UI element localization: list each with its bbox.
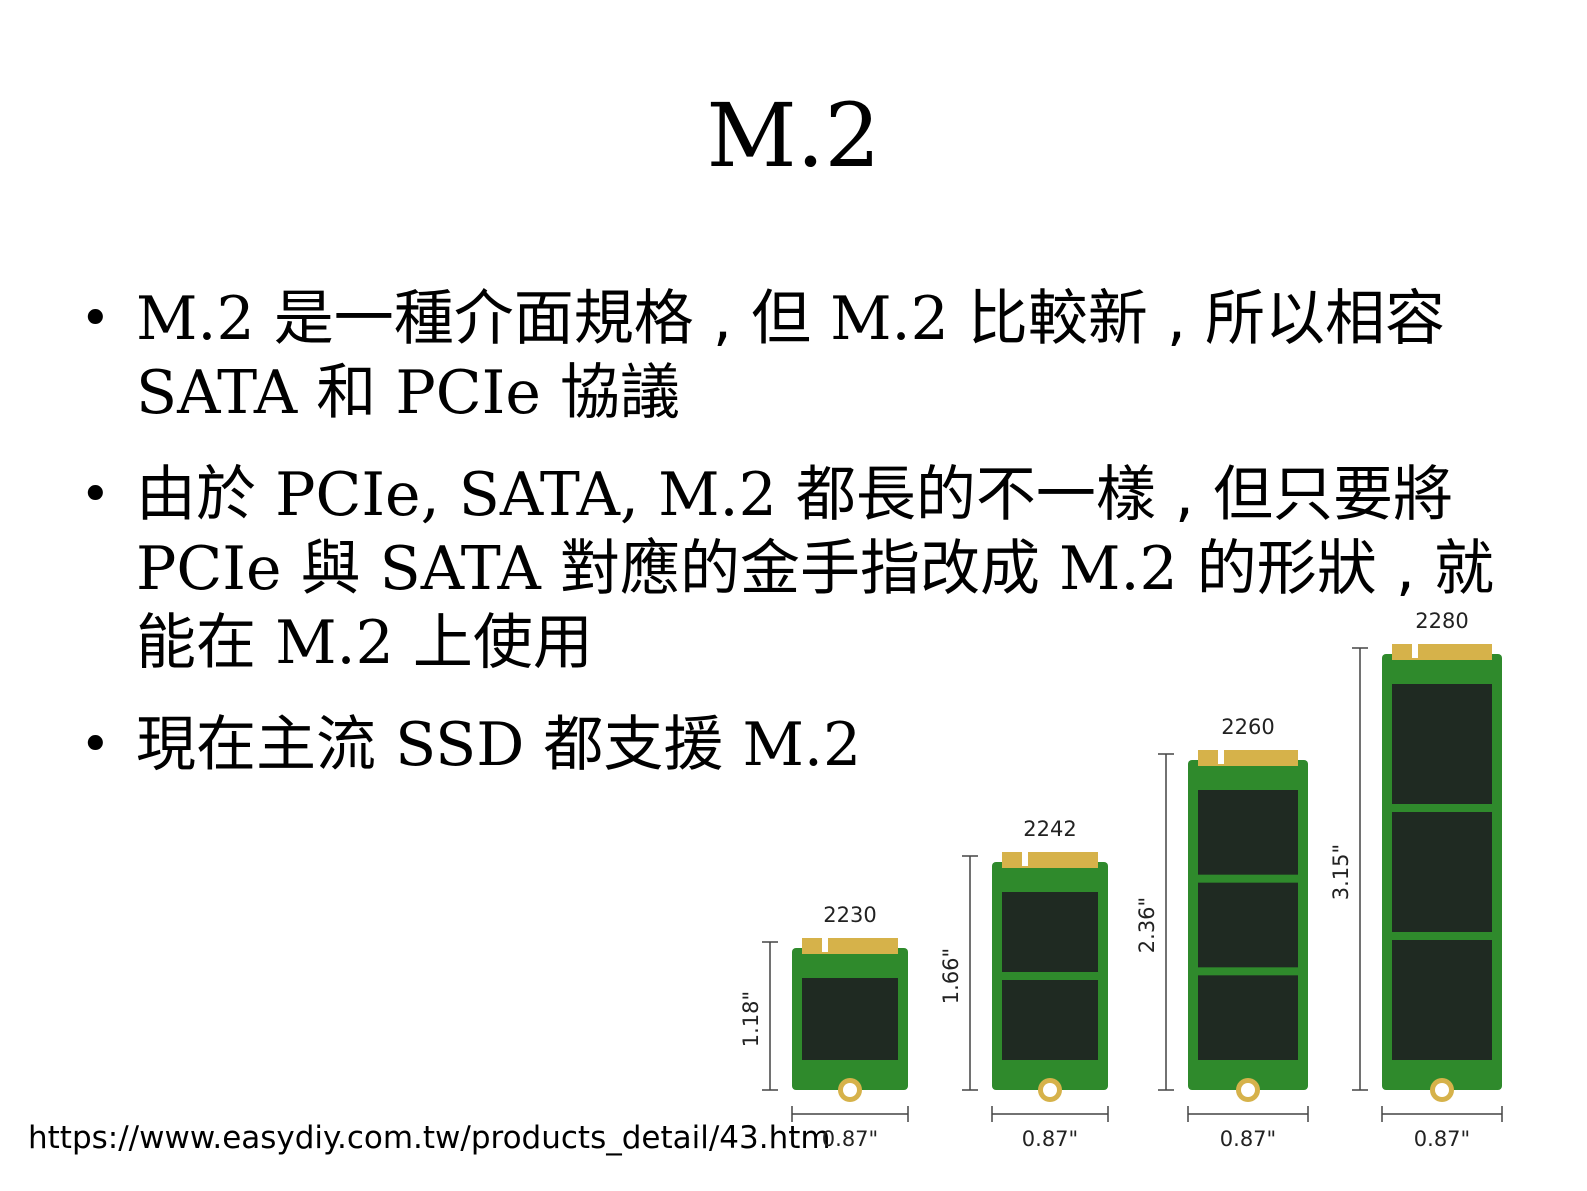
bullet-text: 比較新 , 所以相容 [948, 284, 1446, 354]
bullet-text: 協議 [540, 358, 680, 428]
connector-key [1412, 642, 1418, 658]
module-width-label: 0.87" [1414, 1127, 1470, 1151]
bullet-list: M.2 是一種介面規格 , 但 M.2 比較新 , 所以相容 SATA 和 PC… [80, 282, 1540, 810]
bullet-text: 都支援 [524, 710, 743, 780]
slide-title: M.2 [706, 84, 881, 187]
bullet-item: 由於 PCIe, SATA, M.2 都長的不一樣 , 但只要將 PCIe 與 … [80, 458, 1540, 680]
bullet-text: M.2 [275, 608, 394, 678]
module-width-label: 0.87" [1220, 1127, 1276, 1151]
module-size-label: 2260 [1221, 715, 1274, 739]
connector-key [1022, 850, 1028, 866]
bullet-text: 和 [297, 358, 396, 428]
bullet-text: M.2 [830, 284, 949, 354]
mounting-hole [1043, 1083, 1057, 1097]
bullet-text: SATA [379, 534, 541, 604]
bullet-item: M.2 是一種介面規格 , 但 M.2 比較新 , 所以相容 SATA 和 PC… [80, 282, 1540, 430]
bullet-item: 現在主流 SSD 都支援 M.2 [80, 708, 1540, 782]
connector-key [822, 936, 828, 952]
source-url: https://www.easydiy.com.tw/products_deta… [28, 1120, 831, 1156]
module-size-label: 2230 [823, 903, 876, 927]
memory-chip [1198, 790, 1298, 875]
memory-chip [1392, 684, 1492, 804]
bullet-text: 現在主流 [136, 710, 396, 780]
memory-chip [1198, 882, 1298, 968]
memory-chip [1002, 892, 1098, 972]
module-length-label: 2.36" [1135, 897, 1159, 953]
bullet-text: SATA [136, 358, 298, 428]
m2-modules-illustration: 2230 1.18" 0.87" 2242 1.66" 0.87" 2260 2.36" 0.8… [739, 609, 1503, 1151]
mounting-hole [843, 1083, 857, 1097]
module-width-label: 0.87" [1022, 1127, 1078, 1151]
module-length-label: 1.18" [739, 991, 763, 1047]
bullet-text: 對應的金手指改成 [540, 534, 1060, 604]
bullet-text: 上使用 [393, 608, 593, 678]
bullet-text: M.2 [136, 284, 255, 354]
gold-fingers [1002, 852, 1098, 868]
module-length-label: 1.66" [939, 948, 963, 1004]
gold-fingers [1392, 644, 1492, 660]
bullet-text: SSD [395, 710, 525, 780]
mounting-hole [1241, 1083, 1255, 1097]
memory-chip [1198, 975, 1298, 1060]
bullet-text: PCIe, SATA, M.2 [275, 460, 777, 530]
bullet-text: 由於 [136, 460, 276, 530]
bullet-text: 的形狀 , 就能在 [136, 534, 1495, 678]
bullet-text: 都長的不一樣 , 但只要將 [776, 460, 1454, 530]
bullet-text: 與 [281, 534, 380, 604]
module-width-label: 0.87" [822, 1127, 878, 1151]
bullet-text: M.2 [1059, 534, 1178, 604]
bullet-text: 是一種介面規格 , 但 [254, 284, 831, 354]
module-length-label: 3.15" [1329, 844, 1353, 900]
memory-chip [1392, 940, 1492, 1060]
bullet-text: PCIe [136, 534, 282, 604]
mounting-hole [1435, 1083, 1449, 1097]
bullet-text: M.2 [742, 710, 862, 780]
gold-fingers [802, 938, 898, 954]
memory-chip [1002, 980, 1098, 1060]
connector-key [1218, 748, 1224, 764]
m2-size-figure: 2230 1.18" 0.87" 2242 1.66" 0.87" 2260 2.36" 0.8… [720, 600, 1587, 1191]
memory-chip [802, 978, 898, 1060]
bullet-text: PCIe [395, 358, 541, 428]
module-size-label: 2242 [1023, 817, 1076, 841]
module-size-label: 2280 [1415, 609, 1468, 633]
memory-chip [1392, 812, 1492, 932]
gold-fingers [1198, 750, 1298, 766]
